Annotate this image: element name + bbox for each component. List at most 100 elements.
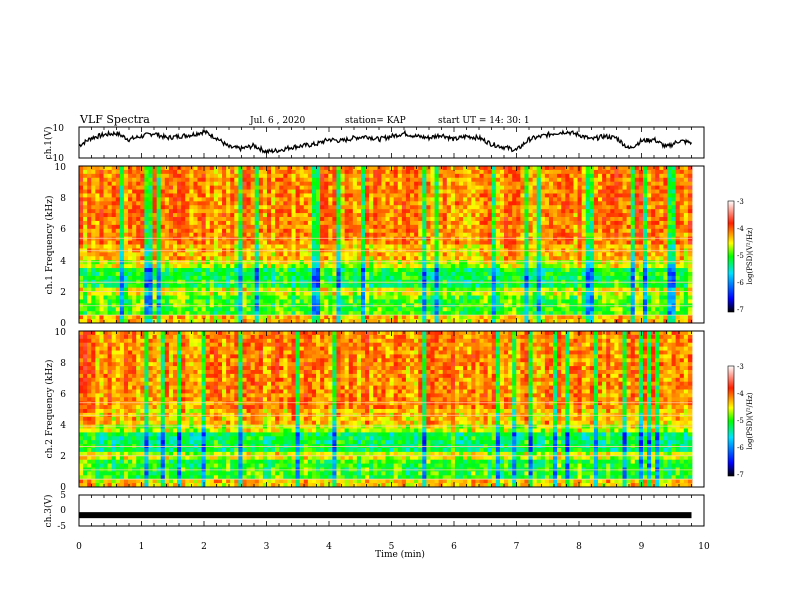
spectrogram-cell [565,174,569,178]
spectrogram-cell [336,221,340,225]
spectrogram-cell [169,182,173,186]
spectrogram-cell [451,182,455,186]
spectrogram-cell [361,201,365,205]
spectrogram-cell [112,245,116,249]
spectrogram-cell [153,260,157,264]
spectrogram-cell [222,229,226,233]
spectrogram-cell [500,170,504,174]
spectrogram-cell [537,245,541,249]
spectrogram-cell [300,225,304,229]
spectrogram-cell [259,213,263,217]
spectrogram-cell [316,252,320,256]
spectrogram-cell [455,170,459,174]
spectrogram-cell [83,241,87,245]
spectrogram-cell [639,260,643,264]
spectrogram-cell [132,201,136,205]
spectrogram-cell [247,166,251,170]
spectrogram-cell [451,264,455,268]
spectrogram-cell [631,225,635,229]
spectrogram-cell [341,182,345,186]
spectrogram-cell [386,225,390,229]
spectrogram-cell [353,272,357,276]
spectrogram-cell [479,272,483,276]
spectrogram-cell [128,217,132,221]
spectrogram-cell [455,213,459,217]
spectrogram-cell [598,186,602,190]
spectrogram-cell [234,292,238,296]
spectrogram-cell [455,268,459,272]
spectrogram-cell [688,213,692,217]
spectrogram-cell [136,182,140,186]
spectrogram-cell [655,182,659,186]
spectrogram-cell [148,245,152,249]
spectrogram-cell [247,209,251,213]
spectrogram-cell [663,174,667,178]
spectrogram-cell [287,197,291,201]
spectrogram-cell [475,221,479,225]
spectrogram-cell [627,284,631,288]
spectrogram-cell [161,256,165,260]
spectrogram-cell [83,276,87,280]
spectrogram-cell [148,292,152,296]
spectrogram-cell [500,209,504,213]
spectrogram-cell [398,213,402,217]
spectrogram-cell [594,193,598,197]
spectrogram-cell [206,225,210,229]
spectrogram-cell [565,197,569,201]
spectrogram-cell [512,284,516,288]
spectrogram-cell [541,201,545,205]
spectrogram-cell [292,221,296,225]
spectrogram-cell [230,237,234,241]
spectrogram-cell [328,225,332,229]
spectrogram-cell [320,229,324,233]
spectrogram-cell [537,201,541,205]
spectrogram-cell [418,268,422,272]
spectrogram-cell [193,170,197,174]
spectrogram-cell [263,252,267,256]
spectrogram-cell [667,252,671,256]
spectrogram-cell [247,272,251,276]
spectrogram-cell [516,174,520,178]
spectrogram-cell [83,209,87,213]
spectrogram-cell [394,268,398,272]
spectrogram-cell [267,252,271,256]
spectrogram-cell [672,166,676,170]
spectrogram-cell [406,178,410,182]
spectrogram-cell [238,193,242,197]
spectrogram-cell [435,284,439,288]
spectrogram-cell [614,268,618,272]
spectrogram-cell [475,217,479,221]
spectrogram-cell [439,284,443,288]
spectrogram-cell [655,292,659,296]
spectrogram-cell [484,178,488,182]
spectrogram-cell [173,174,177,178]
spectrogram-cell [99,268,103,272]
spectrogram-cell [124,217,128,221]
spectrogram-cell [263,197,267,201]
spectrogram-cell [287,245,291,249]
spectrogram-cell [242,272,246,276]
spectrogram-cell [443,241,447,245]
spectrogram-cell [108,205,112,209]
spectrogram-cell [422,225,426,229]
spectrogram-cell [561,178,565,182]
spectrogram-cell [508,166,512,170]
spectrogram-cell [198,272,202,276]
spectrogram-cell [496,178,500,182]
spectrogram-cell [271,209,275,213]
spectrogram-cell [451,174,455,178]
spectrogram-cell [402,292,406,296]
spectrogram-cell [353,166,357,170]
spectrogram-cell [390,225,394,229]
spectrogram-cell [357,225,361,229]
spectrogram-cell [271,182,275,186]
spectrogram-cell [255,170,259,174]
spectrogram-cell [296,237,300,241]
spectrogram-cell [132,245,136,249]
spectrogram-cell [91,241,95,245]
spectrogram-cell [430,237,434,241]
spectrogram-cell [369,170,373,174]
spectrogram-cell [157,166,161,170]
spectrogram-cell [639,252,643,256]
spectrogram-cell [218,256,222,260]
